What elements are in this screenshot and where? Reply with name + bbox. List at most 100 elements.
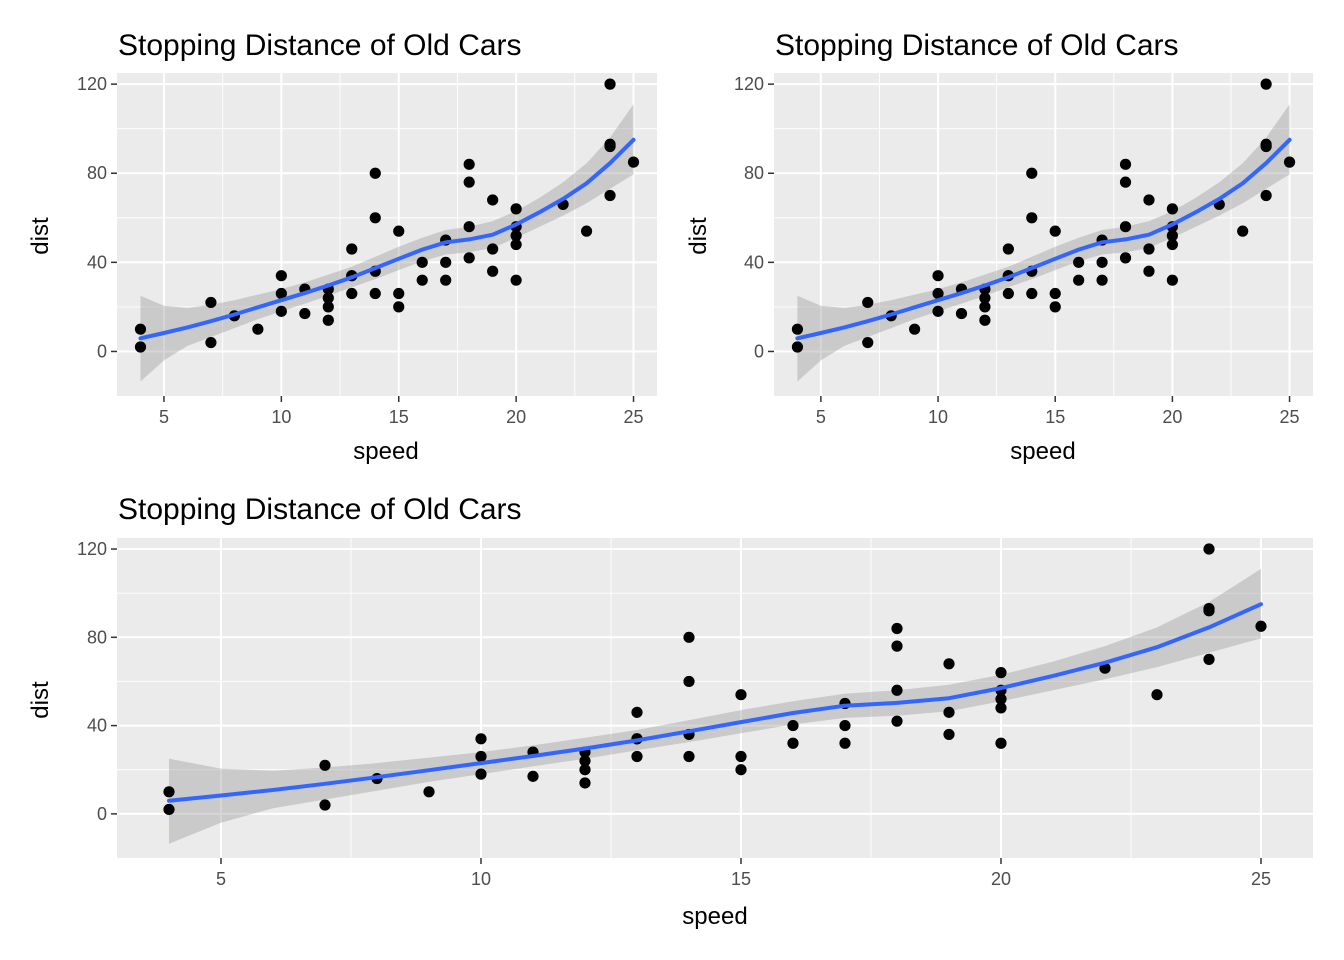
chart-1-data-point	[487, 265, 499, 277]
chart-3-data-point	[995, 693, 1007, 705]
chart-2-data-point	[1119, 176, 1132, 188]
chart-2-data-point	[1143, 265, 1155, 277]
chart-1-data-point	[510, 203, 522, 215]
chart-2-data-point	[791, 341, 804, 353]
chart-3-data-point	[787, 737, 799, 749]
chart-3-data-point	[891, 640, 903, 652]
chart-1-x-axis-title: speed	[353, 438, 418, 465]
chart-3-data-point	[943, 728, 955, 741]
chart-1-data-point	[205, 336, 217, 349]
chart-3-data-point	[891, 715, 903, 727]
chart-2-y-tick-label: 40	[744, 252, 764, 272]
chart-2-data-point	[1002, 243, 1014, 255]
chart-2-data-point	[1119, 252, 1132, 264]
chart-2-data-point	[1049, 287, 1061, 300]
chart-3-data-point	[579, 764, 591, 776]
chart-2-data-point	[1096, 256, 1108, 268]
chart-1-data-point	[393, 225, 405, 237]
chart-3-data-point	[995, 702, 1007, 714]
chart-1-y-tick-label: 40	[87, 252, 107, 272]
chart-3-y-tick-label: 120	[77, 539, 107, 559]
chart-2-data-point	[1260, 78, 1272, 90]
chart-2-data-point	[1260, 189, 1272, 202]
chart-1-data-point	[134, 323, 147, 335]
chart-1-smooth-line	[138, 137, 636, 341]
chart-2-x-tick-label: 5	[816, 407, 826, 427]
chart-1-data-point	[510, 230, 522, 242]
chart-2-x-axis-title: speed	[1010, 438, 1075, 465]
chart-2-data-point	[955, 307, 968, 320]
chart-3-data-point	[735, 750, 747, 763]
chart-3-data-point	[683, 675, 695, 688]
chart-2-y-tick-label: 0	[754, 341, 764, 361]
chart-2-data-point	[1119, 158, 1132, 170]
chart-3-data-point	[995, 667, 1007, 679]
chart-1: Stopping Distance of Old Cars speed dist…	[27, 29, 657, 465]
chart-2-data-point	[1166, 238, 1178, 251]
chart-1-data-point	[463, 252, 475, 264]
chart-2-data-point	[932, 270, 944, 282]
chart-3-data-point	[163, 786, 175, 798]
chart-1-plot-area: 5 10 15 20 25 0 40 80 120	[77, 73, 657, 427]
chart-1-data-point	[580, 225, 593, 237]
chart-1-y-tick-label: 80	[87, 163, 107, 183]
chart-1-data-point	[463, 158, 475, 170]
chart-3-panel-background	[117, 538, 1313, 858]
chart-3-data-point	[1203, 653, 1215, 665]
chart-3-y-tick-label: 80	[87, 627, 107, 647]
chart-3-data-point	[735, 764, 747, 776]
chart-3-x-tick-label: 5	[216, 869, 226, 889]
chart-3-data-point	[475, 750, 487, 763]
chart-2-data-point	[862, 296, 874, 309]
chart-1-y-tick-label: 120	[77, 74, 107, 94]
chart-1-data-point	[393, 301, 405, 313]
chart-2-data-point	[1166, 274, 1178, 286]
chart-1-data-point	[322, 314, 334, 326]
chart-1-data-point	[440, 274, 452, 286]
chart-2-confidence-ribbon	[797, 104, 1290, 382]
chart-1-x-tick-label: 20	[506, 407, 526, 427]
chart-3-y-axis-title: dist	[27, 681, 54, 719]
chart-1-y-tick-label: 0	[97, 341, 107, 361]
chart-2-x-tick-label: 15	[1045, 407, 1065, 427]
chart-1-confidence-ribbon	[140, 104, 634, 382]
chart-1-data-point	[487, 243, 499, 255]
chart-1-y-axis-title: dist	[27, 217, 54, 255]
chart-2: Stopping Distance of Old Cars speed dist…	[685, 29, 1313, 465]
chart-3-x-tick-label: 10	[471, 869, 491, 889]
chart-1-data-point	[322, 292, 334, 304]
chart-1-data-point	[440, 256, 452, 268]
chart-3-y-tick-label: 0	[97, 804, 107, 824]
chart-2-data-point	[1049, 225, 1061, 237]
chart-1-x-tick-label: 5	[159, 407, 169, 427]
chart-2-data-point	[932, 287, 944, 300]
chart-2-data-point	[979, 292, 991, 304]
chart-3-data-point	[475, 768, 487, 780]
chart-3-data-point	[423, 786, 435, 798]
chart-3-data-point	[683, 750, 695, 763]
chart-3-data-point	[943, 706, 955, 718]
chart-2-data-point	[1166, 230, 1178, 242]
chart-2-data-point	[1026, 287, 1038, 300]
chart-2-y-tick-label: 120	[734, 74, 764, 94]
chart-1-data-point	[369, 167, 381, 179]
chart-1-data-point	[416, 274, 428, 286]
chart-3-data-point	[839, 737, 851, 749]
chart-1-title: Stopping Distance of Old Cars	[118, 29, 522, 62]
chart-1-x-tick-label: 10	[271, 407, 291, 427]
chart-3-x-axis-title: speed	[682, 903, 747, 930]
chart-2-data-point	[1049, 301, 1061, 313]
chart-1-data-point	[463, 221, 475, 233]
chart-2-data-point	[1026, 212, 1038, 224]
chart-1-data-point	[322, 301, 334, 313]
chart-1-data-point	[463, 176, 475, 188]
chart-3-data-point	[319, 759, 331, 771]
chart-3-smooth-line	[167, 602, 1263, 803]
chart-3-data-point	[1203, 603, 1215, 615]
chart-3-data-point	[1255, 620, 1267, 632]
chart-2-panel-background	[774, 73, 1313, 396]
chart-2-x-tick-label: 25	[1280, 407, 1300, 427]
chart-3-data-point	[1151, 689, 1163, 701]
chart-2-data-point	[932, 305, 944, 317]
